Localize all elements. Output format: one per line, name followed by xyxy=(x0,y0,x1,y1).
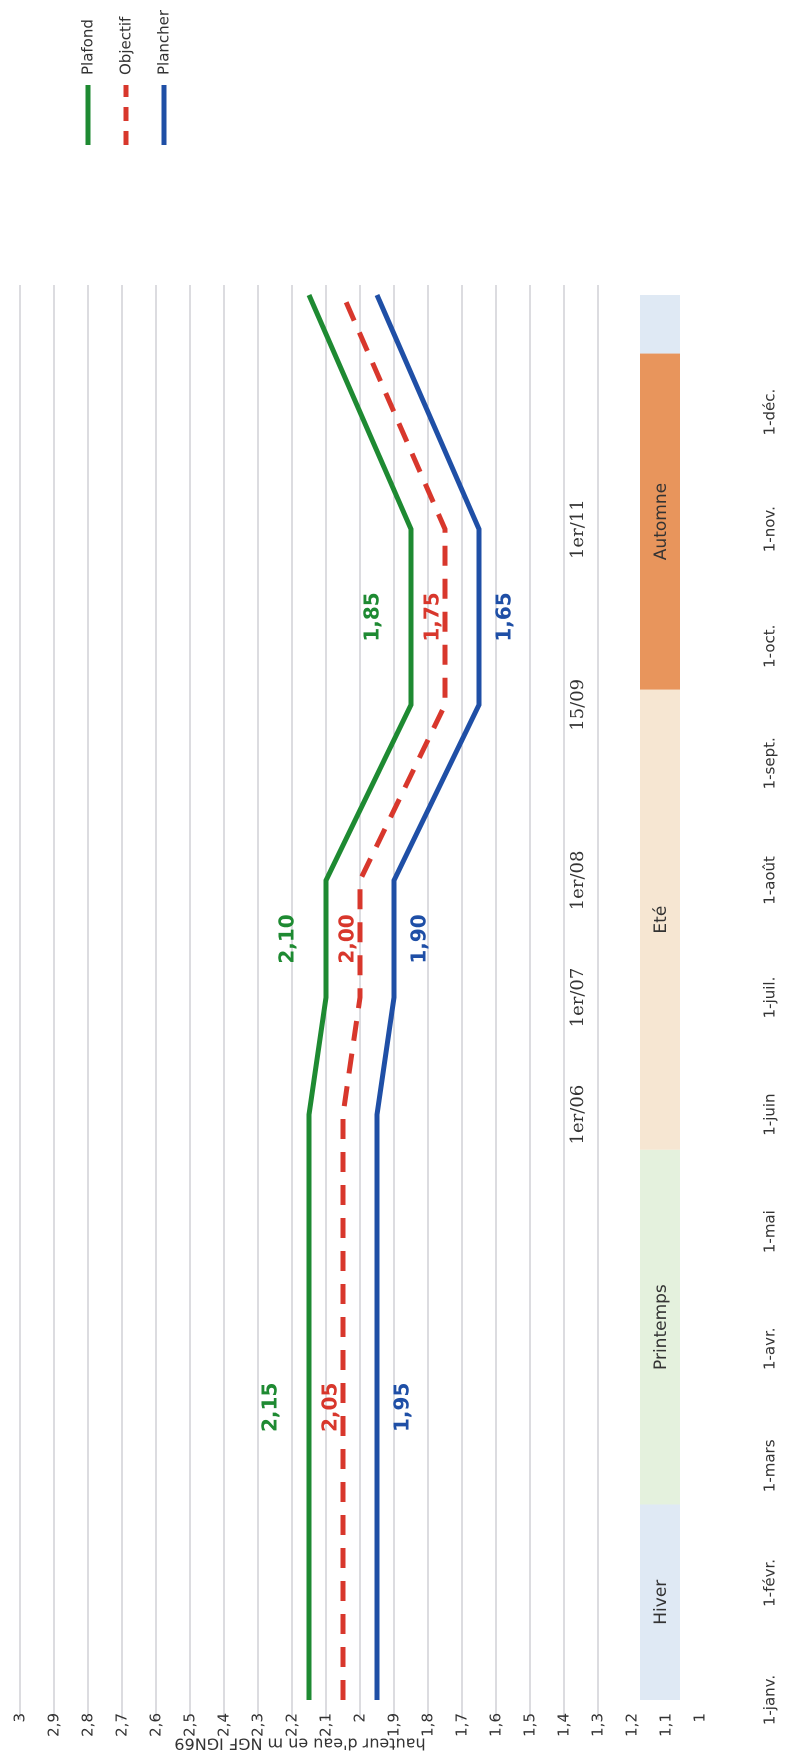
season-label: Hiver xyxy=(651,1580,671,1625)
legend-label: Plancher xyxy=(155,9,173,75)
x-tick-label: 1-oct. xyxy=(761,625,779,668)
season-band xyxy=(640,353,680,690)
value-label: 1,75 xyxy=(420,592,444,641)
value-label: 1,95 xyxy=(390,1383,414,1432)
y-tick-label: 1,4 xyxy=(555,1713,573,1737)
y-tick-label: 2,7 xyxy=(113,1713,131,1737)
value-label: 1,85 xyxy=(360,592,384,641)
legend-label: Objectif xyxy=(117,16,135,75)
date-mark: 15/09 xyxy=(567,679,588,731)
y-tick-label: 1,8 xyxy=(419,1713,437,1737)
x-tick-label: 1-juil. xyxy=(761,977,779,1019)
season-label: Printemps xyxy=(651,1284,671,1370)
x-tick-label: 1-déc. xyxy=(761,389,779,436)
y-tick-label: 2,5 xyxy=(181,1713,199,1737)
date-mark: 1er/06 xyxy=(567,1085,588,1145)
x-tick-label: 1-avr. xyxy=(761,1327,779,1370)
value-label: 1,65 xyxy=(492,592,516,641)
x-tick-label: 1-sept. xyxy=(761,737,779,789)
x-tick-label: 1-nov. xyxy=(761,506,779,552)
x-tick-label: 1-janv. xyxy=(761,1675,779,1725)
y-tick-label: 1,7 xyxy=(453,1713,471,1737)
y-tick-label: 2,2 xyxy=(283,1713,301,1737)
season-label: Automne xyxy=(651,483,671,560)
season-label: Eté xyxy=(651,906,671,934)
value-label: 2,05 xyxy=(318,1383,342,1432)
rotated-chart: Hiver Printemps Eté Automne 3 2,9 2,8 2,7 2,6 2,5… xyxy=(11,9,779,1753)
date-mark: 1er/07 xyxy=(567,968,588,1028)
date-mark: 1er/11 xyxy=(567,499,588,559)
y-tick-label: 2,8 xyxy=(79,1713,97,1737)
x-tick-label: 1-mars xyxy=(761,1439,779,1492)
y-tick-label: 3 xyxy=(11,1713,29,1723)
y-tick-label: 1,2 xyxy=(623,1713,641,1737)
value-label: 2,00 xyxy=(335,914,359,963)
x-tick-label: 1-août xyxy=(761,856,779,905)
value-label: 2,10 xyxy=(275,914,299,963)
y-tick-label: 2,4 xyxy=(215,1713,233,1737)
x-tick-label: 1-mai xyxy=(761,1210,779,1253)
y-tick-label: 2,9 xyxy=(45,1713,63,1737)
y-tick-label: 1,1 xyxy=(657,1713,675,1737)
y-tick-label: 1,6 xyxy=(487,1713,505,1737)
season-band xyxy=(640,689,680,1150)
y-tick-label: 2,6 xyxy=(147,1713,165,1737)
y-tick-label: 2,3 xyxy=(249,1713,267,1737)
y-tick-label: 2,1 xyxy=(317,1713,335,1737)
series-line xyxy=(340,294,448,1700)
y-tick-label: 1,9 xyxy=(385,1713,403,1737)
season-band xyxy=(640,294,680,354)
x-tick-label: 1-févr. xyxy=(761,1559,779,1607)
value-label: 2,15 xyxy=(258,1383,282,1432)
y-tick-label: 1,3 xyxy=(589,1713,607,1737)
y-axis-title: hauteur d'eau en m NGF IGN69 xyxy=(174,1735,425,1753)
date-mark: 1er/08 xyxy=(567,851,588,911)
y-tick-label: 1,5 xyxy=(521,1713,539,1737)
value-label: 1,90 xyxy=(407,914,431,963)
season-band xyxy=(640,1504,680,1700)
y-tick-label: 1 xyxy=(691,1713,709,1723)
y-tick-label: 2 xyxy=(351,1713,369,1723)
legend-label: Plafond xyxy=(79,19,97,75)
series-line xyxy=(306,294,414,1700)
series-line xyxy=(374,294,482,1700)
season-band xyxy=(640,1149,680,1505)
x-tick-label: 1-juin xyxy=(761,1093,779,1135)
